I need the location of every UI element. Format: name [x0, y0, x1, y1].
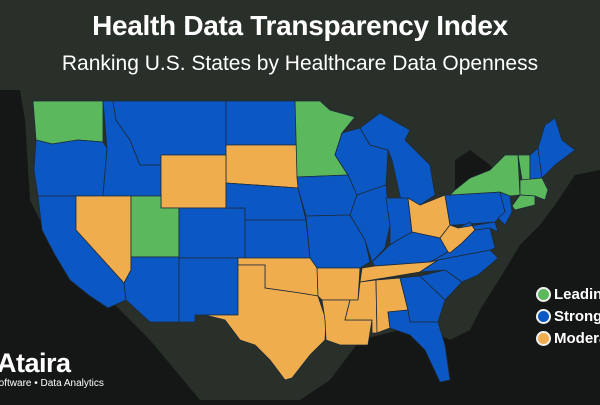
brand-name: Ataira	[0, 348, 71, 378]
state-co[interactable]	[178, 207, 246, 259]
state-il[interactable]	[349, 184, 391, 263]
state-ny[interactable]	[448, 154, 521, 197]
legend-item-leading: Leading	[536, 283, 600, 305]
state-me[interactable]	[537, 117, 576, 179]
state-ks[interactable]	[244, 219, 311, 259]
legend-item-moderate: Moderate	[536, 327, 600, 349]
state-va[interactable]	[429, 227, 496, 263]
legend-label: Moderate	[554, 329, 600, 347]
state-md[interactable]	[457, 221, 499, 233]
legend-label: Leading	[554, 285, 600, 303]
states	[32, 100, 576, 383]
state-oh[interactable]	[407, 194, 451, 239]
leading-color-swatch-icon	[536, 286, 551, 302]
state-ct[interactable]	[511, 194, 536, 211]
state-wy[interactable]	[160, 154, 227, 209]
state-ar[interactable]	[316, 267, 361, 301]
legend-item-strong: Strong	[536, 305, 600, 327]
state-nm[interactable]	[178, 257, 239, 323]
moderate-color-swatch-icon	[536, 330, 551, 346]
state-ia[interactable]	[296, 174, 358, 217]
state-pa[interactable]	[444, 191, 506, 226]
legend: Leading Strong Moderate	[536, 283, 600, 349]
state-sd[interactable]	[225, 144, 299, 189]
state-fl[interactable]	[387, 309, 451, 383]
state-tx[interactable]	[204, 264, 327, 381]
state-nd[interactable]	[225, 100, 298, 146]
state-or[interactable]	[33, 139, 108, 197]
map-subtitle: Ranking U.S. States by Healthcare Data O…	[61, 52, 539, 75]
legend-label: Strong	[554, 307, 600, 325]
strong-color-swatch-icon	[536, 308, 551, 324]
state-mi[interactable]	[359, 112, 436, 206]
state-nc[interactable]	[418, 249, 499, 283]
state-wa[interactable]	[32, 100, 104, 145]
map-title: Health Data Transparency Index	[92, 10, 508, 41]
brand-tagline: Software • Data Analytics	[0, 378, 104, 389]
